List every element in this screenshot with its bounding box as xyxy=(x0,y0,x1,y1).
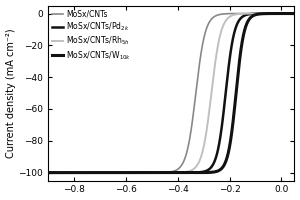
Line: MoSx/CNTs/W$_{10k}$: MoSx/CNTs/W$_{10k}$ xyxy=(48,14,294,173)
MoSx/CNTs/W$_{10k}$ xyxy=(230,130,234,133)
MoSx/CNTs xyxy=(194,92,198,95)
MoSx/CNTs/W$_{10k}$ xyxy=(194,171,198,174)
MoSx/CNTs xyxy=(292,12,296,15)
Legend: MoSx/CNTs, MoSx/CNTs/Pd$_{2k}$, MoSx/CNTs/Rh$_{5h}$, MoSx/CNTs/W$_{10k}$: MoSx/CNTs, MoSx/CNTs/Pd$_{2k}$, MoSx/CNT… xyxy=(50,8,133,63)
MoSx/CNTs xyxy=(206,23,210,25)
MoSx/CNTs/W$_{10k}$ xyxy=(292,12,296,15)
MoSx/CNTs/Rh$_{5h}$ xyxy=(46,171,50,174)
MoSx/CNTs/Rh$_{5h}$ xyxy=(230,14,234,17)
MoSx/CNTs/Pd$_{2k}$ xyxy=(46,171,50,174)
Line: MoSx/CNTs: MoSx/CNTs xyxy=(48,14,294,173)
MoSx/CNTs/W$_{10k}$ xyxy=(91,171,94,174)
MoSx/CNTs/W$_{10k}$ xyxy=(140,171,144,174)
MoSx/CNTs/Rh$_{5h}$ xyxy=(140,171,144,174)
MoSx/CNTs/Pd$_{2k}$ xyxy=(206,169,210,171)
MoSx/CNTs xyxy=(230,12,234,15)
MoSx/CNTs xyxy=(249,12,252,15)
MoSx/CNTs/Rh$_{5h}$ xyxy=(206,118,210,120)
MoSx/CNTs/Pd$_{2k}$ xyxy=(249,13,252,15)
MoSx/CNTs/W$_{10k}$ xyxy=(46,171,50,174)
MoSx/CNTs/Pd$_{2k}$ xyxy=(194,171,198,174)
MoSx/CNTs xyxy=(91,171,94,174)
MoSx/CNTs/W$_{10k}$ xyxy=(206,171,210,174)
Line: MoSx/CNTs/Pd$_{2k}$: MoSx/CNTs/Pd$_{2k}$ xyxy=(48,14,294,173)
MoSx/CNTs/Rh$_{5h}$ xyxy=(292,12,296,15)
Y-axis label: Current density (mA cm⁻²): Current density (mA cm⁻²) xyxy=(6,28,16,158)
MoSx/CNTs/Pd$_{2k}$ xyxy=(230,43,234,45)
MoSx/CNTs/Pd$_{2k}$ xyxy=(140,171,144,174)
MoSx/CNTs/Rh$_{5h}$ xyxy=(194,166,198,168)
MoSx/CNTs/Rh$_{5h}$ xyxy=(91,171,94,174)
Line: MoSx/CNTs/Rh$_{5h}$: MoSx/CNTs/Rh$_{5h}$ xyxy=(48,14,294,173)
MoSx/CNTs/W$_{10k}$ xyxy=(249,16,252,19)
MoSx/CNTs/Pd$_{2k}$ xyxy=(91,171,94,174)
MoSx/CNTs/Rh$_{5h}$ xyxy=(249,12,252,15)
MoSx/CNTs xyxy=(140,171,144,174)
MoSx/CNTs/Pd$_{2k}$ xyxy=(292,12,296,15)
MoSx/CNTs xyxy=(46,171,50,174)
